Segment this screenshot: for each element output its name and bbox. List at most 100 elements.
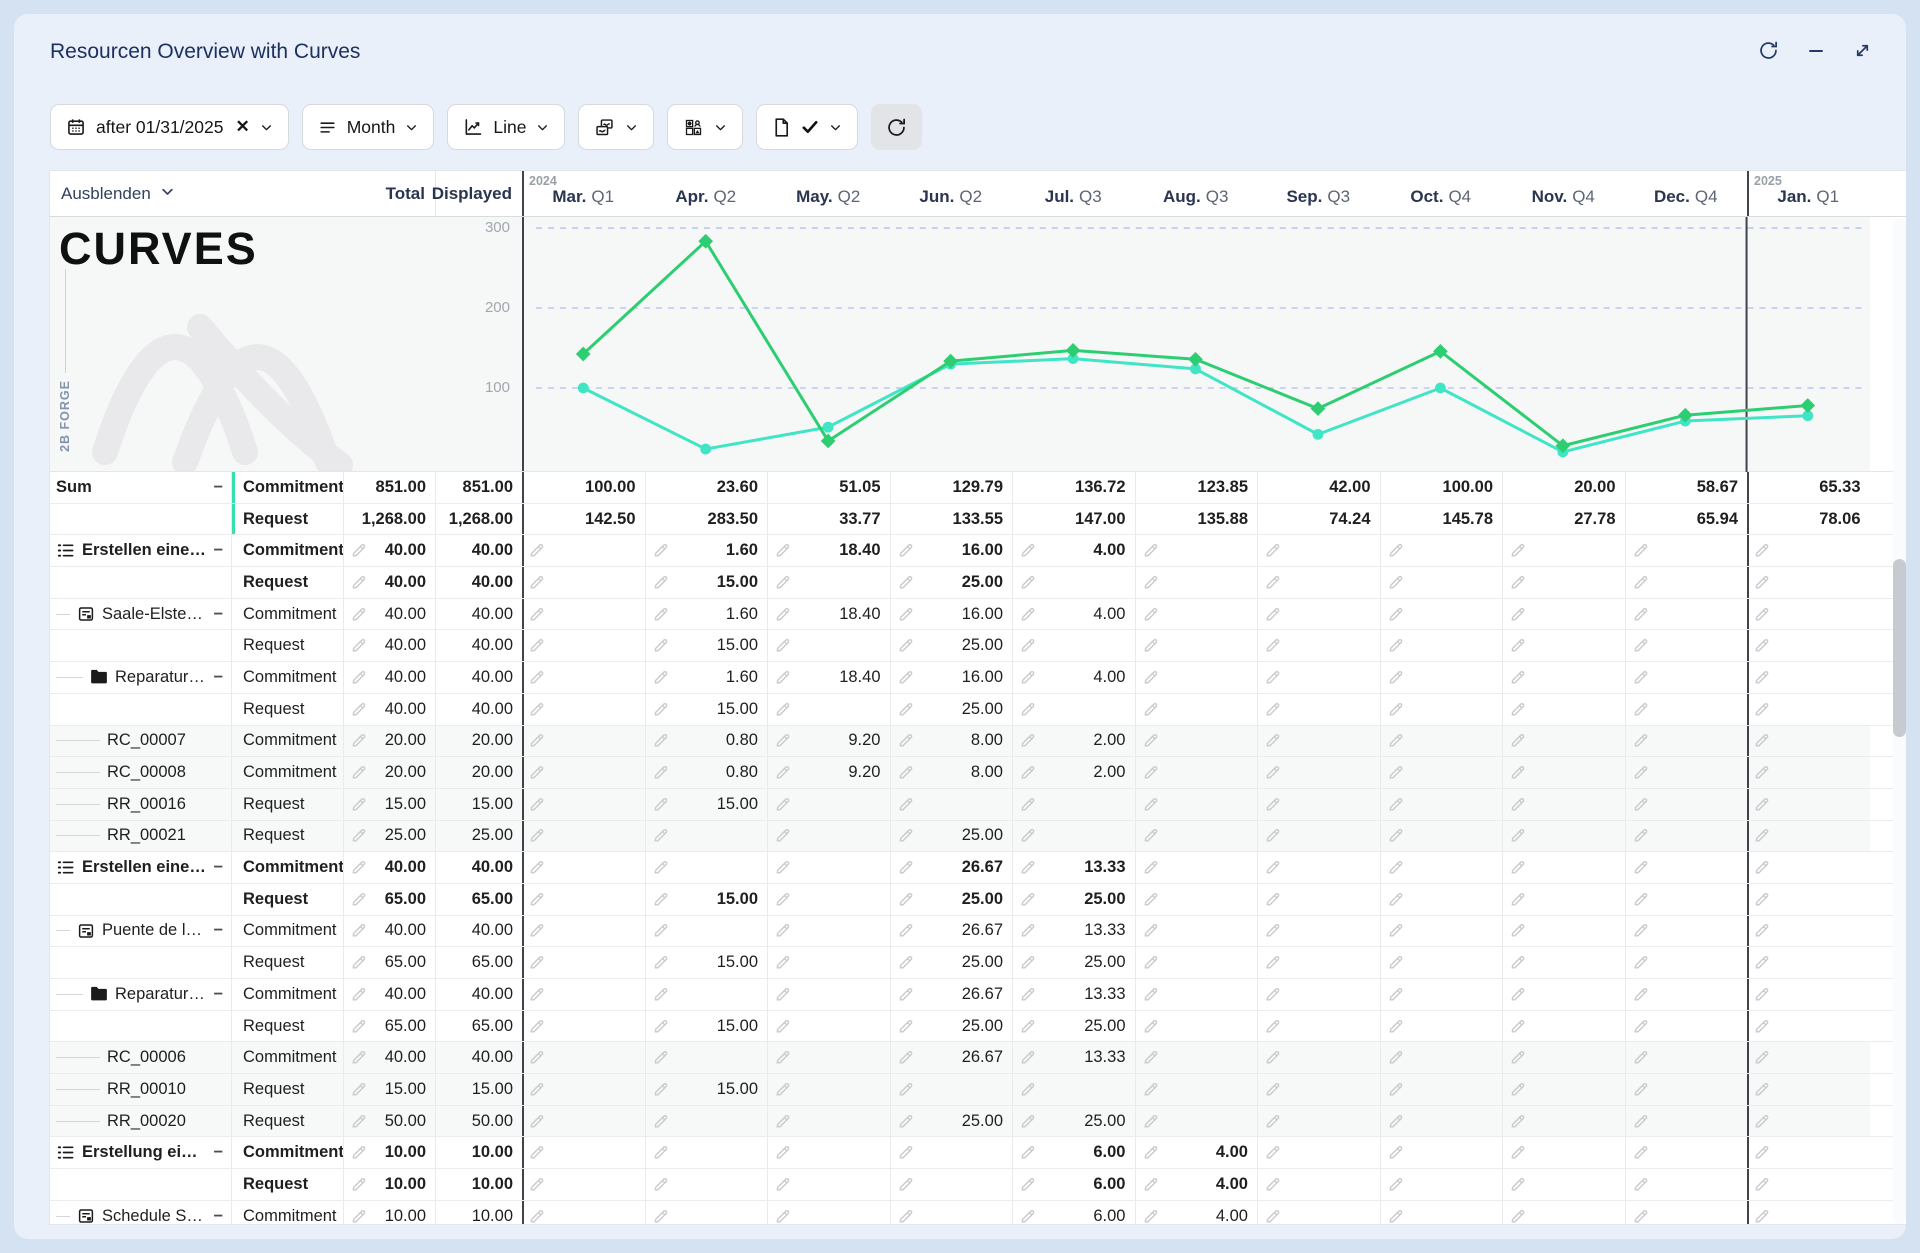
edit-pencil-icon[interactable]: [652, 1081, 669, 1098]
collapse-toggle[interactable]: −: [213, 541, 223, 560]
edit-pencil-icon[interactable]: [528, 1081, 545, 1098]
month-value-cell[interactable]: [1379, 725, 1503, 757]
edit-pencil-icon[interactable]: [897, 1018, 914, 1035]
edit-pencil-icon[interactable]: [350, 796, 367, 813]
edit-pencil-icon[interactable]: [528, 986, 545, 1003]
month-value-cell[interactable]: [1502, 757, 1625, 788]
row-name-cell[interactable]: RR_00020: [50, 1106, 231, 1137]
edit-pencil-icon[interactable]: [652, 1144, 669, 1161]
edit-pencil-icon[interactable]: [1753, 1018, 1770, 1035]
row-name-cell[interactable]: Reparatur … −: [50, 979, 231, 1010]
row-name-cell[interactable]: [50, 884, 231, 915]
edit-pencil-icon[interactable]: [1753, 1049, 1770, 1066]
edit-pencil-icon[interactable]: [1264, 986, 1281, 1003]
edit-pencil-icon[interactable]: [1142, 954, 1159, 971]
edit-pencil-icon[interactable]: [652, 1049, 669, 1066]
collapse-toggle[interactable]: −: [213, 984, 223, 1003]
edit-pencil-icon[interactable]: [897, 922, 914, 939]
edit-pencil-icon[interactable]: [1387, 574, 1404, 591]
month-value-cell[interactable]: 4.00: [1012, 662, 1135, 693]
edit-pencil-icon[interactable]: [350, 827, 367, 844]
month-value-cell[interactable]: [1012, 788, 1135, 820]
edit-pencil-icon[interactable]: [897, 1049, 914, 1066]
total-cell[interactable]: 10.00: [343, 1200, 435, 1224]
edit-pencil-icon[interactable]: [1264, 1049, 1281, 1066]
month-value-cell[interactable]: [522, 916, 645, 947]
edit-pencil-icon[interactable]: [1387, 1144, 1404, 1161]
edit-pencil-icon[interactable]: [652, 701, 669, 718]
edit-pencil-icon[interactable]: [1753, 637, 1770, 654]
edit-pencil-icon[interactable]: [1142, 1018, 1159, 1035]
interval-chip[interactable]: Month: [301, 104, 435, 150]
month-value-cell[interactable]: [522, 884, 645, 915]
edit-pencil-icon[interactable]: [1142, 764, 1159, 781]
month-value-cell[interactable]: 25.00: [1012, 947, 1135, 978]
total-cell[interactable]: 15.00: [343, 1074, 435, 1105]
edit-pencil-icon[interactable]: [528, 669, 545, 686]
edit-pencil-icon[interactable]: [350, 1049, 367, 1066]
row-name-cell[interactable]: RC_00007: [50, 726, 231, 757]
edit-pencil-icon[interactable]: [528, 827, 545, 844]
month-value-cell[interactable]: 15.00: [644, 883, 768, 915]
month-value-cell[interactable]: [1502, 567, 1625, 598]
month-value-cell[interactable]: [767, 1169, 890, 1200]
month-value-cell[interactable]: [1747, 821, 1870, 852]
edit-pencil-icon[interactable]: [1632, 859, 1649, 876]
edit-pencil-icon[interactable]: [350, 1176, 367, 1193]
edit-pencil-icon[interactable]: [1387, 732, 1404, 749]
month-value-cell[interactable]: [1502, 788, 1625, 820]
month-value-cell[interactable]: [1624, 1105, 1748, 1137]
total-cell[interactable]: 10.00: [343, 1137, 435, 1169]
month-value-cell[interactable]: [522, 1074, 645, 1105]
edit-pencil-icon[interactable]: [1387, 1113, 1404, 1130]
row-name-cell[interactable]: RR_00016: [50, 789, 231, 820]
edit-pencil-icon[interactable]: [1753, 1113, 1770, 1130]
month-value-cell[interactable]: [1257, 1074, 1380, 1105]
month-value-cell[interactable]: [522, 1137, 645, 1168]
month-value-cell[interactable]: [1379, 820, 1503, 852]
minimize-icon[interactable]: [1807, 42, 1825, 60]
edit-pencil-icon[interactable]: [350, 1208, 367, 1224]
month-value-cell[interactable]: [1502, 1169, 1625, 1200]
month-value-cell[interactable]: 4.00: [1134, 1169, 1258, 1200]
edit-pencil-icon[interactable]: [350, 701, 367, 718]
edit-pencil-icon[interactable]: [774, 922, 791, 939]
edit-pencil-icon[interactable]: [1019, 606, 1036, 623]
month-value-cell[interactable]: [767, 947, 890, 978]
column-header-month[interactable]: 2025 Jan. Q1: [1747, 171, 1870, 216]
month-value-cell[interactable]: 26.67: [889, 852, 1013, 883]
edit-pencil-icon[interactable]: [350, 1081, 367, 1098]
month-value-cell[interactable]: [1379, 1169, 1503, 1200]
edit-pencil-icon[interactable]: [1142, 796, 1159, 813]
total-cell[interactable]: 50.00: [343, 1105, 435, 1137]
edit-pencil-icon[interactable]: [1632, 796, 1649, 813]
month-value-cell[interactable]: [1624, 788, 1748, 820]
edit-pencil-icon[interactable]: [652, 1018, 669, 1035]
edit-pencil-icon[interactable]: [774, 542, 791, 559]
total-cell[interactable]: 40.00: [343, 1042, 435, 1074]
edit-pencil-icon[interactable]: [1753, 1144, 1770, 1161]
month-value-cell[interactable]: [1502, 1042, 1625, 1074]
edit-pencil-icon[interactable]: [774, 701, 791, 718]
edit-pencil-icon[interactable]: [1264, 1018, 1281, 1035]
edit-pencil-icon[interactable]: [1142, 891, 1159, 908]
month-value-cell[interactable]: [1747, 694, 1870, 725]
month-value-cell[interactable]: [1379, 757, 1503, 788]
edit-pencil-icon[interactable]: [1264, 859, 1281, 876]
refresh-button[interactable]: [871, 104, 923, 150]
month-value-cell[interactable]: [522, 694, 645, 725]
month-value-cell[interactable]: [644, 852, 768, 883]
row-name-cell[interactable]: [50, 947, 231, 978]
edit-pencil-icon[interactable]: [1753, 922, 1770, 939]
edit-pencil-icon[interactable]: [1632, 1144, 1649, 1161]
month-value-cell[interactable]: [1257, 820, 1380, 852]
edit-pencil-icon[interactable]: [1387, 1208, 1404, 1224]
month-value-cell[interactable]: 13.33: [1012, 915, 1135, 947]
month-value-cell[interactable]: [1257, 788, 1380, 820]
month-value-cell[interactable]: [1502, 598, 1625, 630]
edit-pencil-icon[interactable]: [350, 922, 367, 939]
edit-pencil-icon[interactable]: [1509, 986, 1526, 1003]
edit-pencil-icon[interactable]: [1387, 827, 1404, 844]
collapse-toggle[interactable]: −: [213, 858, 223, 877]
month-value-cell[interactable]: [767, 788, 890, 820]
